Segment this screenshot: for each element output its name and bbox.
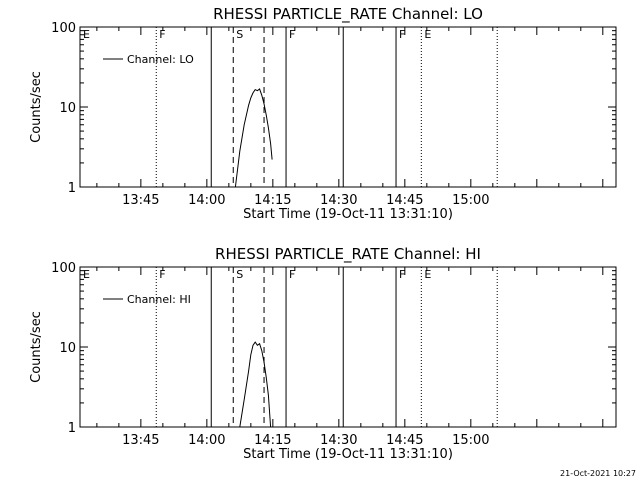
x-tick-label: 14:30 <box>320 193 357 208</box>
event-marker-label: E <box>424 268 431 281</box>
y-tick-label: 1 <box>68 421 76 436</box>
x-tick-label: 14:15 <box>254 193 291 208</box>
x-tick-label: 14:45 <box>386 433 423 448</box>
event-marker-label: F <box>159 268 165 281</box>
x-tick-label: 14:45 <box>386 193 423 208</box>
x-axis-label: Start Time (19-Oct-11 13:31:10) <box>243 447 453 462</box>
chart-title: RHESSI PARTICLE_RATE Channel: LO <box>213 5 483 24</box>
series-line <box>234 88 273 188</box>
event-marker-label: E <box>424 28 431 41</box>
chart-panel-1: RHESSI PARTICLE_RATE Channel: LO E F S F F E 1 1… <box>29 5 617 222</box>
event-marker-label: F <box>289 28 295 41</box>
x-tick-label: 14:00 <box>188 193 225 208</box>
chart-title: RHESSI PARTICLE_RATE Channel: HI <box>215 245 481 264</box>
x-tick-label: 14:15 <box>254 433 291 448</box>
y-tick-label: 1 <box>68 181 76 196</box>
chart-panels: RHESSI PARTICLE_RATE Channel: LO E F S F F E 1 1… <box>29 5 617 462</box>
event-marker-label: F <box>289 268 295 281</box>
y-tick-label: 10 <box>59 101 76 116</box>
x-axis-label: Start Time (19-Oct-11 13:31:10) <box>243 207 453 222</box>
event-marker-label: S <box>236 268 243 281</box>
series-line <box>239 341 272 428</box>
event-marker-label: E <box>83 268 90 281</box>
event-marker-label: F <box>159 28 165 41</box>
x-tick-label: 15:00 <box>452 433 489 448</box>
event-marker-label: S <box>236 28 243 41</box>
legend-label: Channel: HI <box>127 293 191 306</box>
x-tick-label: 13:45 <box>122 193 159 208</box>
event-marker-label: E <box>83 28 90 41</box>
x-tick-label: 13:45 <box>122 433 159 448</box>
chart-panel-2: RHESSI PARTICLE_RATE Channel: HI E F S F F E 1 1… <box>29 245 617 462</box>
x-tick-label: 14:30 <box>320 433 357 448</box>
y-axis-label: Counts/sec <box>29 71 44 143</box>
event-marker-label: F <box>399 268 405 281</box>
y-tick-label: 100 <box>51 21 76 36</box>
event-marker-label: F <box>399 28 405 41</box>
y-tick-label: 100 <box>51 261 76 276</box>
x-tick-label: 15:00 <box>452 193 489 208</box>
legend-label: Channel: LO <box>127 53 194 66</box>
y-axis-label: Counts/sec <box>29 311 44 383</box>
timestamp: 21-Oct-2021 10:27 <box>560 469 636 478</box>
x-tick-label: 14:00 <box>188 433 225 448</box>
y-tick-label: 10 <box>59 341 76 356</box>
